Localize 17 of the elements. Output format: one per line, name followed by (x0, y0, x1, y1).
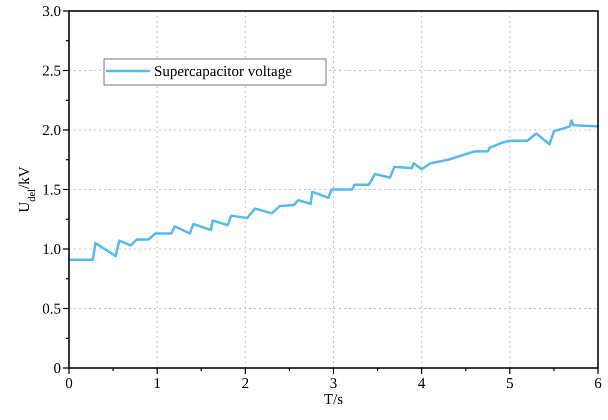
x-tick-label: 0 (65, 376, 73, 392)
x-tick-label: 4 (418, 376, 426, 392)
x-tick-label: 2 (242, 376, 250, 392)
y-tick-label: 0 (54, 361, 61, 377)
y-tick-label: 2.5 (42, 64, 61, 80)
y-tick-label: 0.5 (42, 302, 61, 318)
x-tick-label: 6 (594, 376, 602, 392)
y-tick-label: 1.0 (42, 242, 61, 258)
x-tick-label: 1 (153, 376, 161, 392)
y-tick-label: 1.5 (42, 182, 61, 198)
x-axis-title: T/s (324, 392, 344, 408)
y-tick-label: 3.0 (42, 4, 61, 20)
line-series (68, 119, 600, 261)
x-tick-label: 3 (330, 376, 338, 392)
legend-label: Supercapacitor voltage (154, 64, 292, 80)
x-tick-label: 5 (506, 376, 514, 392)
y-tick-label: 2.0 (42, 123, 61, 139)
